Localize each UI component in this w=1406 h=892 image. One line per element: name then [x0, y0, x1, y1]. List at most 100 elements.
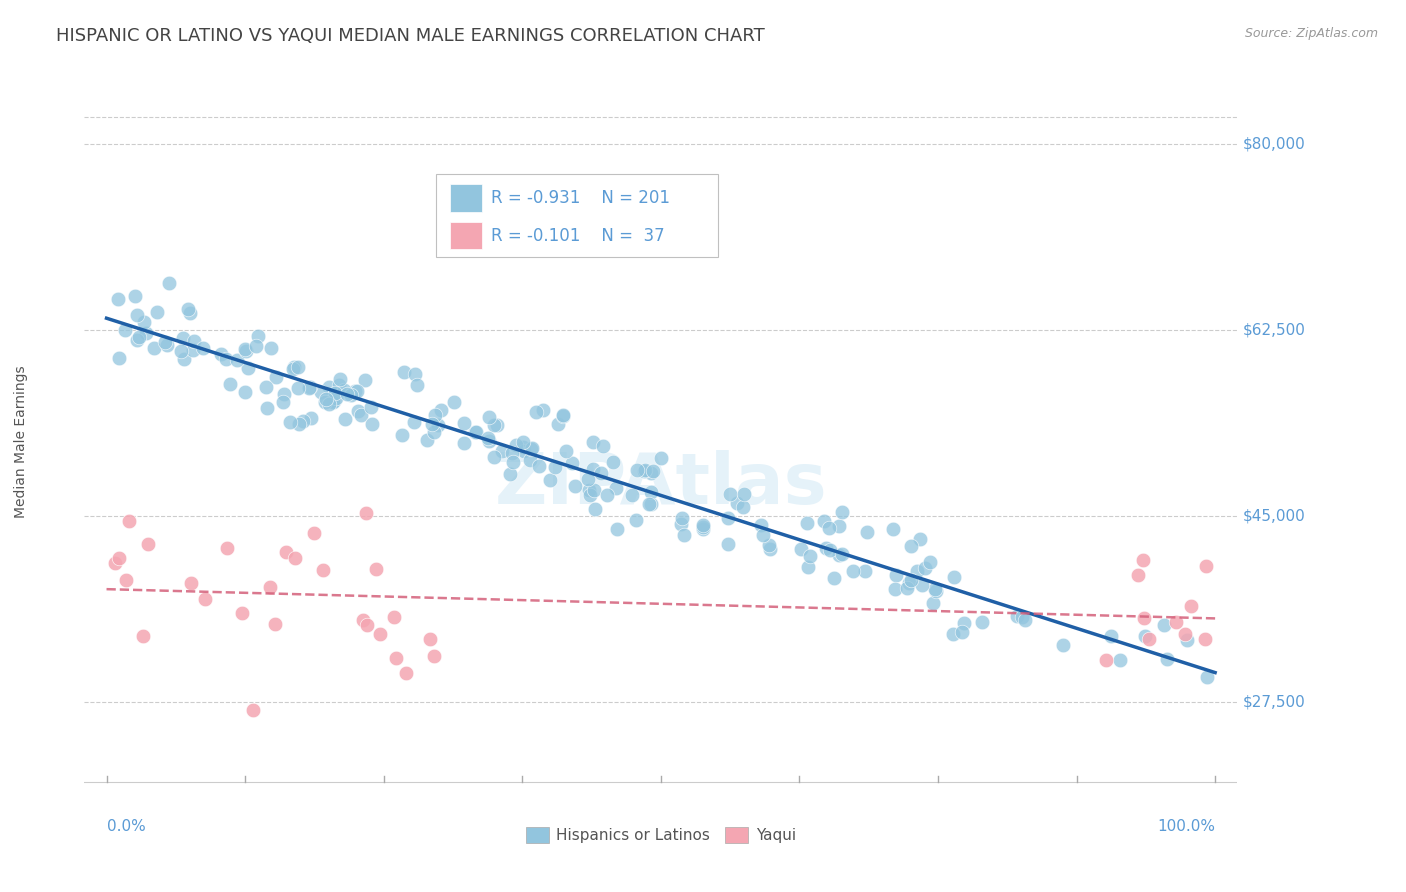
Text: $27,500: $27,500	[1243, 694, 1306, 709]
Point	[583, 483, 606, 497]
Point	[180, 575, 202, 590]
Text: 0.0%: 0.0%	[107, 819, 145, 834]
Point	[360, 417, 382, 431]
Point	[831, 505, 853, 519]
Point	[419, 632, 441, 646]
Point	[299, 380, 322, 394]
Point	[796, 516, 818, 530]
Point	[209, 347, 232, 361]
Point	[464, 425, 486, 440]
Point	[1195, 559, 1218, 574]
Point	[813, 514, 835, 528]
Point	[291, 414, 314, 428]
Point	[425, 408, 447, 422]
Point	[477, 431, 499, 445]
Text: $45,000: $45,000	[1243, 508, 1306, 524]
Point	[354, 506, 377, 520]
Point	[640, 498, 662, 512]
Point	[325, 391, 347, 405]
Point	[501, 446, 523, 460]
Point	[183, 334, 205, 348]
Point	[1109, 653, 1132, 667]
Point	[181, 343, 204, 358]
Text: $62,500: $62,500	[1243, 323, 1306, 337]
Point	[502, 455, 524, 469]
Point	[790, 541, 813, 556]
Point	[942, 627, 965, 641]
Point	[643, 464, 665, 478]
Point	[322, 394, 344, 409]
Point	[314, 395, 336, 409]
Point	[247, 328, 270, 343]
Text: $80,000: $80,000	[1243, 136, 1306, 152]
Point	[491, 443, 513, 458]
Point	[640, 467, 662, 481]
Point	[125, 333, 148, 347]
Point	[423, 425, 446, 440]
Point	[217, 541, 239, 555]
Point	[107, 351, 129, 365]
Point	[328, 378, 350, 392]
Point	[107, 292, 129, 306]
Point	[406, 377, 429, 392]
Point	[298, 381, 321, 395]
Text: HISPANIC OR LATINO VS YAQUI MEDIAN MALE EARNINGS CORRELATION CHART: HISPANIC OR LATINO VS YAQUI MEDIAN MALE …	[56, 27, 765, 45]
Point	[259, 580, 281, 594]
Point	[1052, 638, 1074, 652]
Point	[329, 372, 352, 386]
Point	[142, 341, 165, 355]
Point	[107, 551, 129, 566]
Point	[505, 438, 527, 452]
Point	[943, 569, 966, 583]
Point	[692, 517, 714, 532]
Point	[260, 341, 283, 355]
Point	[382, 610, 405, 624]
Point	[1014, 613, 1036, 627]
Point	[671, 511, 693, 525]
Point	[420, 417, 443, 431]
Point	[797, 560, 820, 574]
Point	[156, 337, 179, 351]
Point	[799, 549, 821, 564]
Text: ZIPAtlas: ZIPAtlas	[495, 450, 827, 519]
Point	[404, 367, 426, 381]
Point	[828, 519, 851, 533]
Legend: Hispanics or Latinos, Yaqui: Hispanics or Latinos, Yaqui	[519, 822, 803, 849]
Point	[284, 551, 307, 566]
Point	[633, 464, 655, 478]
Point	[287, 381, 309, 395]
Point	[482, 450, 505, 464]
Point	[855, 525, 877, 540]
Point	[416, 433, 439, 447]
Point	[443, 395, 465, 409]
Point	[273, 387, 295, 401]
Point	[499, 467, 522, 482]
Point	[271, 394, 294, 409]
FancyBboxPatch shape	[450, 185, 482, 211]
Point	[478, 410, 501, 425]
Point	[485, 417, 508, 432]
Text: Source: ZipAtlas.com: Source: ZipAtlas.com	[1244, 27, 1378, 40]
Point	[582, 434, 605, 449]
Point	[1132, 553, 1154, 567]
Point	[583, 502, 606, 516]
Point	[725, 495, 748, 509]
Point	[578, 483, 600, 497]
Point	[215, 351, 238, 366]
Point	[831, 547, 853, 561]
Point	[323, 386, 346, 401]
Point	[921, 596, 943, 610]
Text: Median Male Earnings: Median Male Earnings	[14, 365, 28, 518]
Point	[842, 565, 865, 579]
Point	[242, 703, 264, 717]
Point	[322, 393, 344, 408]
Point	[1166, 615, 1188, 629]
Point	[900, 540, 922, 554]
Point	[828, 549, 851, 563]
Point	[538, 474, 561, 488]
Text: R = -0.101    N =  37: R = -0.101 N = 37	[491, 227, 665, 244]
Point	[114, 574, 136, 588]
Point	[1175, 633, 1198, 648]
Point	[896, 581, 918, 595]
Point	[952, 615, 974, 630]
